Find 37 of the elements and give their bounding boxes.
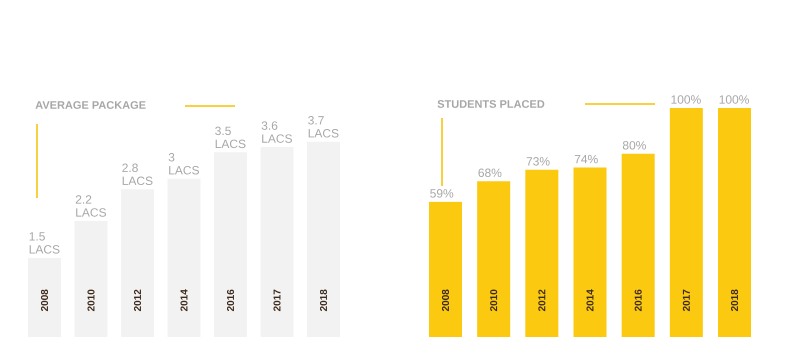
x-tick-label: 2012 <box>134 290 142 312</box>
bar <box>574 167 606 337</box>
x-tick-label: 2014 <box>586 289 594 312</box>
data-label: 1.5 LACS <box>30 232 60 254</box>
x-tick-label: 2018 <box>730 289 738 312</box>
x-tick-label: 2010 <box>87 290 95 312</box>
chart-title: STUDENTS PLACED <box>438 100 544 108</box>
data-label: 2.2 LACS <box>76 195 106 217</box>
x-tick-label: 2018 <box>320 289 328 312</box>
data-label: 73% <box>526 157 550 166</box>
x-tick-label: 2008 <box>40 289 48 312</box>
bar <box>477 181 510 337</box>
x-tick-label: 2016 <box>226 290 234 312</box>
x-tick-label: 2008 <box>442 289 450 312</box>
bar <box>525 170 558 337</box>
x-tick-label: 2016 <box>634 290 642 312</box>
bar <box>718 108 752 337</box>
bar <box>428 202 462 337</box>
x-tick-label: 2017 <box>273 290 281 312</box>
bar <box>670 108 703 337</box>
x-tick-label: 2017 <box>682 290 690 312</box>
x-tick-label: 2014 <box>180 289 188 312</box>
data-label: 68% <box>478 168 502 177</box>
data-label: 100% <box>720 95 749 104</box>
data-label: 100% <box>671 95 701 104</box>
data-label: 3.7 LACS <box>308 116 338 138</box>
data-label: 3.5 LACS <box>215 126 246 148</box>
data-label: 74% <box>574 154 598 164</box>
x-tick-label: 2012 <box>538 290 546 312</box>
data-label: 2.8 LACS <box>122 164 152 185</box>
data-label: 3.6 LACS <box>262 121 292 143</box>
data-label: 3 LACS <box>168 152 199 174</box>
data-label: 80% <box>622 141 646 150</box>
data-label: 59% <box>430 189 454 198</box>
bar <box>622 154 655 337</box>
x-tick-label: 2010 <box>490 290 498 312</box>
chart-title: AVERAGE PACKAGE <box>35 101 146 109</box>
